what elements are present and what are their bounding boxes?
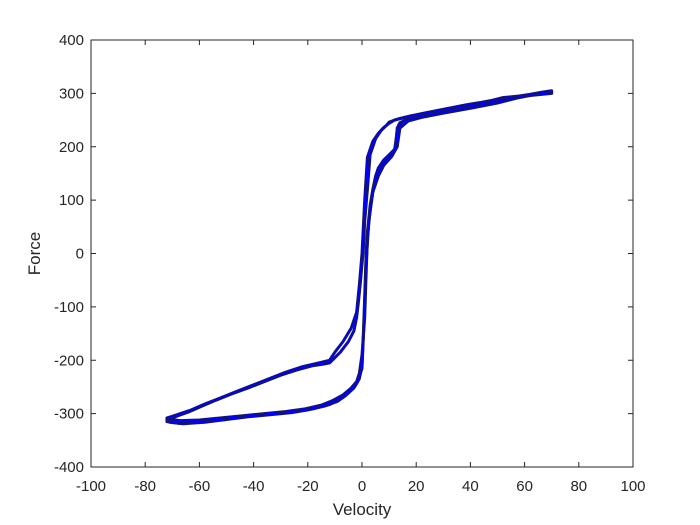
x-tick-label: -60: [189, 478, 211, 495]
series-layer: [165, 89, 554, 426]
x-tick-label: -40: [243, 478, 265, 495]
y-tick-label: 100: [59, 192, 84, 209]
y-tick-label: -300: [54, 406, 84, 423]
x-tick-label: 0: [358, 478, 366, 495]
y-axis-label: Force: [25, 232, 44, 275]
x-tick-label: -80: [134, 478, 156, 495]
x-tick-label: 20: [408, 478, 425, 495]
x-axis-label: Velocity: [333, 500, 392, 519]
y-tick-label: -200: [54, 352, 84, 369]
x-tick-label: 40: [462, 478, 479, 495]
y-tick-label: 0: [76, 246, 84, 263]
y-tick-label: 400: [59, 32, 84, 49]
series-line: [168, 90, 550, 425]
x-tick-label: -20: [297, 478, 319, 495]
x-tick-label: 60: [516, 478, 533, 495]
series-line: [166, 92, 553, 419]
y-tick-label: 300: [59, 85, 84, 102]
y-tick-label: -100: [54, 299, 84, 316]
x-tick-label: -100: [76, 478, 106, 495]
x-tick-label: 80: [570, 478, 587, 495]
x-tick-label: 100: [620, 478, 645, 495]
y-tick-label: 200: [59, 139, 84, 156]
tick-layer: -100 -80 -60 -40 -20 0 20 40 60 80 100-400-300-200…: [54, 32, 646, 495]
y-tick-label: -400: [54, 459, 84, 476]
